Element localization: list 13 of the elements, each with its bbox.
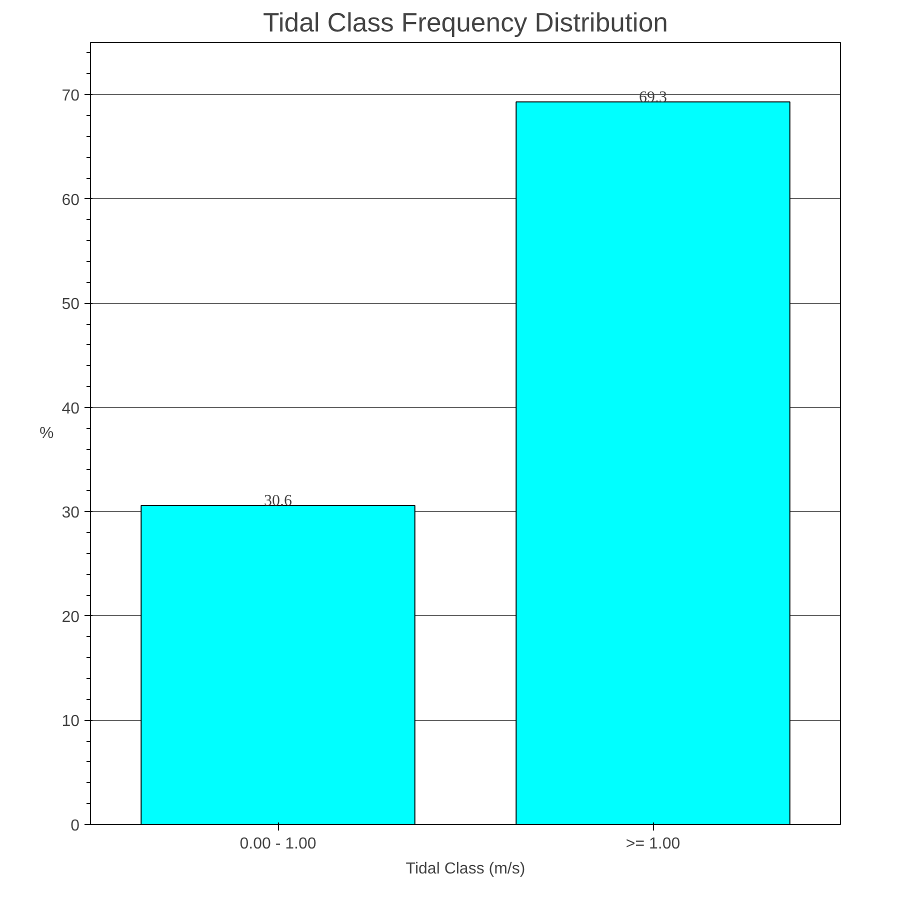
chart-title: Tidal Class Frequency Distribution <box>263 8 668 38</box>
y-tick-label: 60 <box>62 192 80 209</box>
x-tick-label: >= 1.00 <box>626 836 680 852</box>
x-tick-label: 0.00 - 1.00 <box>240 836 316 852</box>
x-axis-title: Tidal Class (m/s) <box>406 860 526 878</box>
y-tick-label: 40 <box>62 400 80 418</box>
y-tick-label: 70 <box>62 88 80 105</box>
y-tick-label: 10 <box>62 713 80 730</box>
y-axis-title: % <box>39 425 54 442</box>
y-tick-label: 50 <box>62 296 80 314</box>
y-tick-label: 20 <box>62 608 80 626</box>
y-tick-label: 0 <box>70 818 80 834</box>
y-tick-label: 30 <box>62 504 80 522</box>
